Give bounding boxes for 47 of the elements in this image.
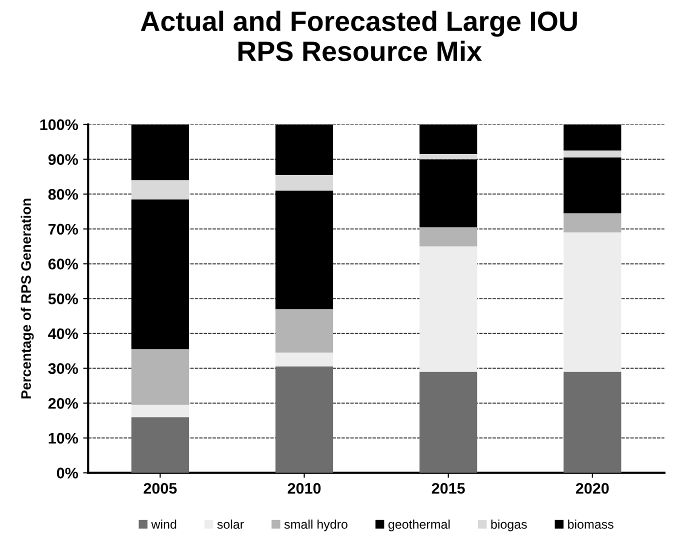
bar bbox=[420, 124, 478, 154]
y-tick-label: 60% bbox=[48, 258, 78, 270]
bar bbox=[564, 150, 622, 158]
bar bbox=[420, 227, 478, 246]
bar bbox=[564, 124, 622, 151]
bar bbox=[564, 232, 622, 372]
x-tick-label: 2020 bbox=[576, 482, 609, 494]
bar bbox=[131, 404, 189, 418]
bar bbox=[564, 213, 622, 232]
bar bbox=[420, 246, 478, 372]
bar bbox=[275, 174, 334, 191]
bar bbox=[275, 352, 334, 367]
chart-title: Actual and Forecasted Large IOU RPS Resource Mix bbox=[140, 10, 577, 62]
bar bbox=[275, 366, 334, 473]
y-tick-label: 40% bbox=[48, 328, 78, 340]
x-tick-label: 2015 bbox=[432, 482, 465, 494]
bar bbox=[420, 154, 478, 160]
bar bbox=[275, 309, 334, 353]
legend-label: biomass bbox=[568, 520, 614, 529]
y-tick-label: 90% bbox=[48, 154, 78, 165]
bar bbox=[131, 124, 189, 180]
legend-label: small hydro bbox=[284, 520, 348, 532]
bar bbox=[131, 349, 189, 405]
x-tick-label: 2005 bbox=[144, 482, 177, 494]
y-tick-label: 80% bbox=[48, 188, 78, 200]
bar bbox=[420, 159, 478, 228]
y-axis-title: Percentage of RPS Generation bbox=[20, 198, 34, 398]
bar bbox=[564, 372, 622, 473]
bar bbox=[131, 417, 189, 473]
bar bbox=[420, 372, 478, 473]
bar bbox=[275, 124, 334, 175]
legend-label: biogas bbox=[491, 520, 527, 532]
y-tick-label: 0% bbox=[56, 468, 78, 478]
bar bbox=[275, 190, 334, 310]
legend-label: geothermal bbox=[388, 520, 450, 532]
legend-label: wind bbox=[151, 520, 176, 529]
x-tick-label: 2010 bbox=[288, 482, 321, 494]
y-tick-label: 10% bbox=[48, 432, 78, 444]
y-tick-label: 50% bbox=[48, 293, 78, 304]
y-tick-label: 30% bbox=[48, 363, 78, 374]
bar bbox=[131, 180, 189, 200]
y-tick-label: 20% bbox=[48, 398, 78, 409]
legend-label: solar bbox=[217, 520, 244, 529]
y-tick-label: 70% bbox=[48, 224, 78, 235]
y-tick-label: 100% bbox=[40, 119, 78, 130]
bar bbox=[131, 199, 189, 350]
bar bbox=[564, 158, 622, 214]
